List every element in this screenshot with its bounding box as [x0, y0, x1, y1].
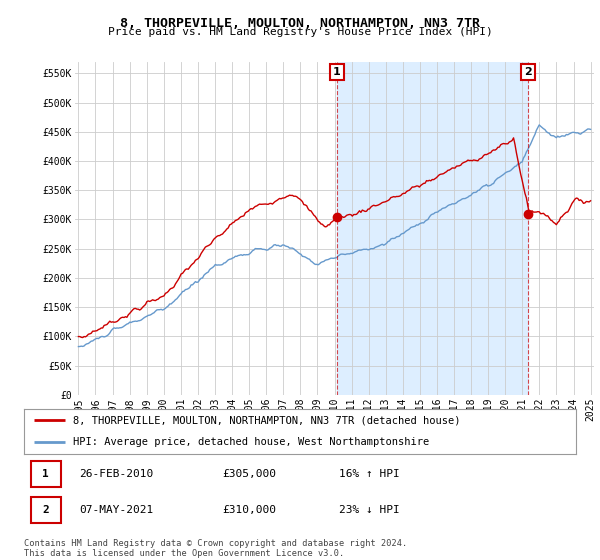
Text: 2: 2: [524, 67, 532, 77]
Bar: [337, 62, 528, 395]
Text: 8, THORPEVILLE, MOULTON, NORTHAMPTON, NN3 7TR (detached house): 8, THORPEVILLE, MOULTON, NORTHAMPTON, NN…: [73, 416, 460, 426]
Text: HPI: Average price, detached house, West Northamptonshire: HPI: Average price, detached house, West…: [73, 437, 429, 447]
Text: 23% ↓ HPI: 23% ↓ HPI: [338, 505, 400, 515]
Text: Price paid vs. HM Land Registry's House Price Index (HPI): Price paid vs. HM Land Registry's House …: [107, 27, 493, 37]
FancyBboxPatch shape: [31, 461, 61, 487]
Text: 2: 2: [43, 505, 49, 515]
FancyBboxPatch shape: [31, 497, 61, 522]
Text: 8, THORPEVILLE, MOULTON, NORTHAMPTON, NN3 7TR: 8, THORPEVILLE, MOULTON, NORTHAMPTON, NN…: [120, 17, 480, 30]
Text: 1: 1: [333, 67, 341, 77]
Text: 07-MAY-2021: 07-MAY-2021: [79, 505, 154, 515]
Text: £305,000: £305,000: [223, 469, 277, 479]
Text: Contains HM Land Registry data © Crown copyright and database right 2024.
This d: Contains HM Land Registry data © Crown c…: [24, 539, 407, 558]
Text: 16% ↑ HPI: 16% ↑ HPI: [338, 469, 400, 479]
Text: 26-FEB-2010: 26-FEB-2010: [79, 469, 154, 479]
Text: 1: 1: [43, 469, 49, 479]
Text: £310,000: £310,000: [223, 505, 277, 515]
